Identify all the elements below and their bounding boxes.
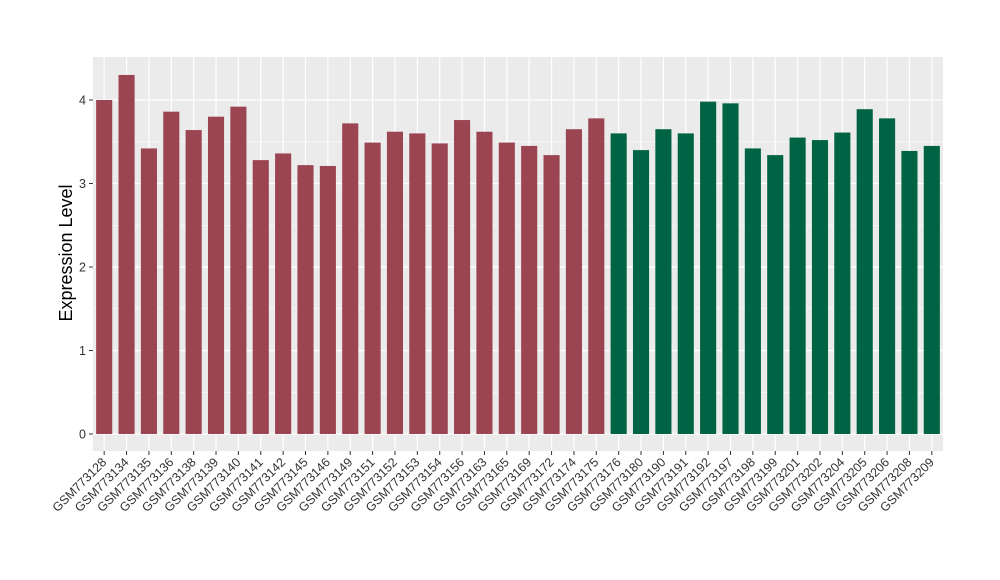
y-axis: 0 1 2 3 4 bbox=[79, 94, 93, 442]
bar-GSM773176 bbox=[610, 133, 627, 434]
y-tick-label: 4 bbox=[79, 94, 86, 108]
bar-GSM773149 bbox=[342, 123, 359, 434]
bar-GSM773199 bbox=[767, 155, 784, 435]
bar-GSM773136 bbox=[163, 111, 180, 434]
bar-GSM773206 bbox=[879, 118, 896, 435]
bar-GSM773151 bbox=[364, 142, 381, 434]
y-tick-label: 0 bbox=[79, 428, 86, 442]
bar-GSM773190 bbox=[655, 129, 672, 434]
y-axis-title: Expression Level bbox=[56, 184, 76, 321]
bar-GSM773165 bbox=[498, 142, 515, 434]
bar-GSM773139 bbox=[207, 116, 225, 434]
bar-GSM773163 bbox=[476, 131, 493, 435]
bar-GSM773152 bbox=[386, 131, 404, 435]
bar-GSM773145 bbox=[297, 165, 314, 434]
bar-GSM773146 bbox=[319, 165, 336, 434]
bar-GSM773134 bbox=[118, 74, 135, 434]
bars bbox=[96, 74, 940, 435]
bar-GSM773204 bbox=[834, 132, 851, 434]
bar-GSM773154 bbox=[431, 143, 448, 435]
bar-GSM773140 bbox=[230, 106, 247, 435]
bar-GSM773191 bbox=[677, 133, 694, 434]
bar-GSM773202 bbox=[811, 140, 829, 434]
y-tick-label: 2 bbox=[79, 261, 86, 275]
bar-GSM773209 bbox=[923, 145, 940, 435]
y-tick-label: 1 bbox=[79, 344, 86, 358]
bar-GSM773197 bbox=[722, 103, 739, 434]
bar-GSM773135 bbox=[140, 148, 157, 434]
bar-GSM773172 bbox=[543, 155, 560, 435]
bar-GSM773208 bbox=[901, 150, 918, 434]
bar-GSM773201 bbox=[789, 137, 806, 434]
bar-GSM773142 bbox=[275, 153, 292, 434]
bar-GSM773205 bbox=[856, 109, 873, 434]
bar-GSM773153 bbox=[409, 133, 426, 434]
bar-GSM773141 bbox=[252, 160, 269, 434]
bar-GSM773156 bbox=[454, 120, 471, 434]
bar-GSM773175 bbox=[588, 118, 605, 435]
bar-GSM773174 bbox=[565, 129, 582, 434]
bar-GSM773192 bbox=[700, 101, 717, 435]
bar-GSM773169 bbox=[521, 145, 538, 435]
x-axis: GSM773128GSM773134GSM773135GSM773136GSM7… bbox=[50, 451, 937, 515]
y-tick-label: 3 bbox=[79, 177, 86, 191]
bar-GSM773128 bbox=[96, 100, 113, 434]
bar-GSM773198 bbox=[744, 148, 761, 434]
bar-GSM773138 bbox=[185, 130, 202, 434]
bar-GSM773180 bbox=[632, 150, 650, 434]
